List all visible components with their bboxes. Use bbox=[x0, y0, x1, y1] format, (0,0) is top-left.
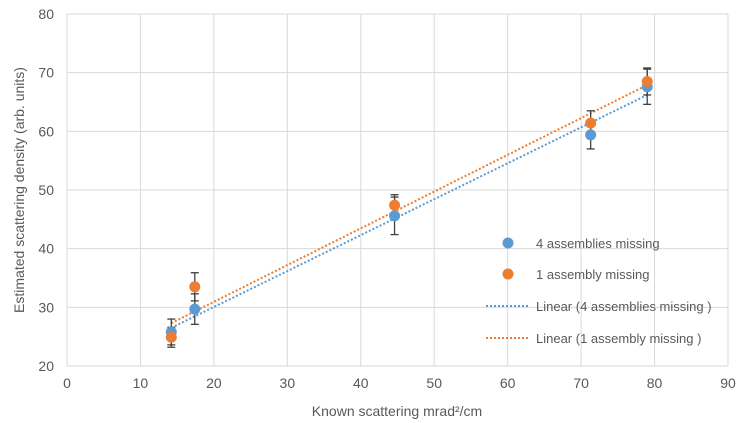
x-tick-label: 0 bbox=[63, 375, 71, 391]
legend-label: 4 assemblies missing bbox=[536, 236, 660, 251]
legend: 4 assemblies missing 1 assembly missing Li… bbox=[486, 236, 712, 346]
x-tick-label: 70 bbox=[573, 375, 589, 391]
y-tick-label: 20 bbox=[38, 358, 54, 374]
y-tick-label: 30 bbox=[38, 299, 54, 315]
y-tick-label: 80 bbox=[38, 6, 54, 22]
x-tick-label: 60 bbox=[500, 375, 516, 391]
x-tick-label: 20 bbox=[206, 375, 222, 391]
data-point-series-2 bbox=[189, 281, 201, 293]
data-point-series-1 bbox=[585, 129, 597, 141]
x-tick-label: 50 bbox=[426, 375, 442, 391]
y-tick-label: 60 bbox=[38, 123, 54, 139]
legend-label: Linear (1 assembly missing ) bbox=[536, 331, 701, 346]
trendline-2 bbox=[170, 84, 648, 325]
x-tick-label: 90 bbox=[720, 375, 736, 391]
x-tick-label: 30 bbox=[280, 375, 296, 391]
data-point-series-1 bbox=[389, 210, 401, 222]
data-points bbox=[165, 75, 653, 343]
trendline-1 bbox=[170, 94, 648, 329]
data-point-series-2 bbox=[389, 199, 401, 211]
y-axis-title: Estimated scattering density (arb. units… bbox=[11, 67, 27, 313]
y-axis-ticks: 20 30 40 50 60 70 80 bbox=[38, 6, 54, 374]
x-tick-label: 40 bbox=[353, 375, 369, 391]
data-point-series-2 bbox=[165, 331, 177, 343]
chart-gridlines bbox=[66, 13, 729, 367]
legend-label: 1 assembly missing bbox=[536, 267, 649, 282]
y-tick-label: 50 bbox=[38, 182, 54, 198]
legend-marker bbox=[502, 268, 514, 280]
data-point-series-2 bbox=[641, 75, 653, 87]
x-axis-title: Known scattering mrad²/cm bbox=[312, 403, 482, 419]
y-tick-label: 70 bbox=[38, 65, 54, 81]
legend-label: Linear (4 assemblies missing ) bbox=[536, 299, 712, 314]
x-tick-label: 10 bbox=[133, 375, 149, 391]
x-axis-ticks: 0 10 20 30 40 50 60 70 80 90 bbox=[63, 375, 736, 391]
data-point-series-2 bbox=[585, 117, 597, 129]
legend-marker bbox=[502, 237, 514, 249]
y-tick-label: 40 bbox=[38, 241, 54, 257]
x-tick-label: 80 bbox=[647, 375, 663, 391]
data-point-series-1 bbox=[189, 303, 201, 315]
trendlines bbox=[170, 84, 648, 329]
